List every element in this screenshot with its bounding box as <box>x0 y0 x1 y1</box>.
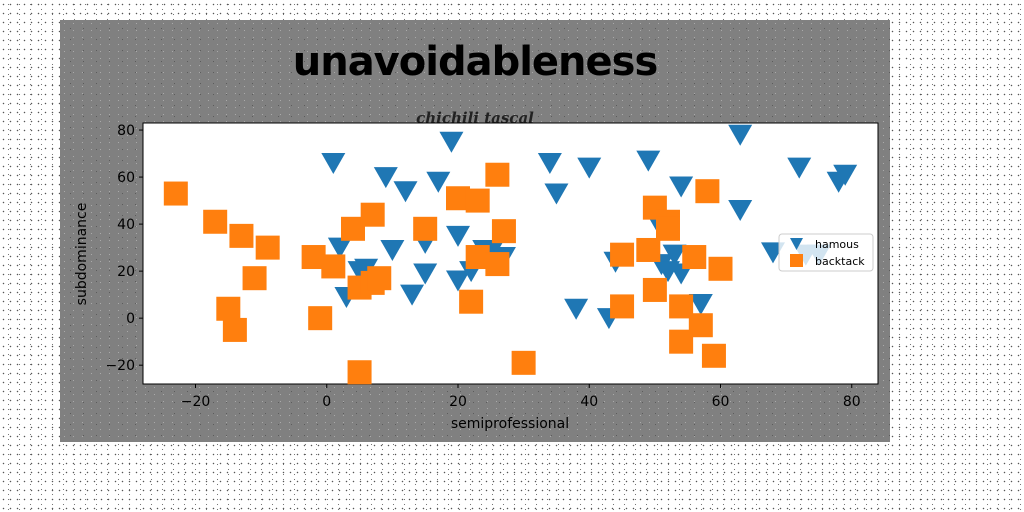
chart-axes: −20 0 20 40 60 80 −20 0 20 40 60 80 <box>105 123 860 410</box>
point-hamous-0 <box>321 152 346 174</box>
point-hamous-29 <box>662 244 687 266</box>
point-hamous-9 <box>413 263 438 285</box>
point-backtack-23 <box>491 219 516 244</box>
x-tick-label-0: 0 <box>322 394 331 410</box>
y-tick-label-40: 40 <box>117 217 135 233</box>
point-backtack-2 <box>216 296 241 321</box>
y-tick-label-60: 60 <box>117 170 135 186</box>
point-backtack-16 <box>413 216 438 241</box>
point-backtack-34 <box>682 245 707 270</box>
point-backtack-38 <box>708 256 733 281</box>
point-hamous-21 <box>564 298 589 320</box>
point-hamous-4 <box>354 258 379 280</box>
point-backtack-3 <box>222 317 247 342</box>
chart-title: unavoidableness <box>292 39 659 85</box>
point-backtack-22 <box>485 162 510 187</box>
point-hamous-6 <box>380 239 405 261</box>
point-hamous-33 <box>728 124 753 146</box>
legend-label-hamous: hamous <box>815 238 859 251</box>
point-backtack-6 <box>255 235 280 260</box>
point-backtack-26 <box>610 242 635 267</box>
chart-subtitle: chichili tascal <box>416 109 534 127</box>
point-backtack-15 <box>367 266 392 291</box>
x-tick-label-20: 20 <box>449 394 467 410</box>
point-backtack-8 <box>308 306 333 331</box>
point-backtack-27 <box>636 237 661 262</box>
point-backtack-31 <box>656 216 680 241</box>
point-backtack-4 <box>229 223 254 248</box>
point-backtack-14 <box>360 202 385 227</box>
point-backtack-1 <box>203 209 228 234</box>
y-tick-label-20: 20 <box>117 264 135 280</box>
y-tick-label--20: −20 <box>105 358 135 374</box>
point-hamous-5 <box>373 167 398 189</box>
point-backtack-37 <box>701 343 726 368</box>
point-backtack-24 <box>511 350 536 375</box>
point-hamous-19 <box>537 152 562 174</box>
point-hamous-36 <box>787 157 812 179</box>
point-hamous-13 <box>446 225 470 247</box>
x-tick-label-40: 40 <box>580 394 598 410</box>
chart-marks <box>163 124 858 385</box>
point-hamous-34 <box>728 200 753 221</box>
point-backtack-36 <box>695 179 720 204</box>
point-hamous-40 <box>833 164 858 186</box>
y-tick-label-0: 0 <box>126 311 135 327</box>
point-backtack-18 <box>459 289 484 314</box>
point-backtack-20 <box>465 188 490 213</box>
point-backtack-21 <box>485 252 510 277</box>
point-hamous-14 <box>446 270 470 292</box>
point-backtack-29 <box>642 277 667 302</box>
point-backtack-0 <box>163 181 188 206</box>
y-axis-label: subdominance <box>74 203 90 306</box>
x-tick-label--20: −20 <box>181 394 211 410</box>
point-backtack-5 <box>242 266 267 291</box>
point-hamous-20 <box>544 183 569 205</box>
legend-marker-hamous <box>790 238 803 250</box>
point-backtack-9 <box>321 254 346 279</box>
legend-label-backtack: backtack <box>815 255 865 268</box>
x-tick-label-60: 60 <box>712 394 730 410</box>
point-hamous-12 <box>439 131 464 153</box>
point-hamous-7 <box>393 181 418 203</box>
y-tick-label-80: 80 <box>117 123 135 139</box>
point-hamous-32 <box>688 294 713 316</box>
point-backtack-11 <box>347 360 372 385</box>
legend-marker-backtack <box>790 254 803 267</box>
point-hamous-25 <box>636 150 661 172</box>
point-backtack-35 <box>688 313 713 338</box>
point-hamous-8 <box>400 284 425 306</box>
point-hamous-22 <box>577 157 602 179</box>
point-backtack-25 <box>610 294 635 319</box>
point-hamous-1 <box>327 237 352 259</box>
chart-legend: hamous backtack <box>778 233 874 272</box>
x-axis-label: semiprofessional <box>451 416 569 432</box>
point-hamous-11 <box>426 171 451 193</box>
point-hamous-31 <box>669 176 694 198</box>
x-tick-label-80: 80 <box>843 394 861 410</box>
